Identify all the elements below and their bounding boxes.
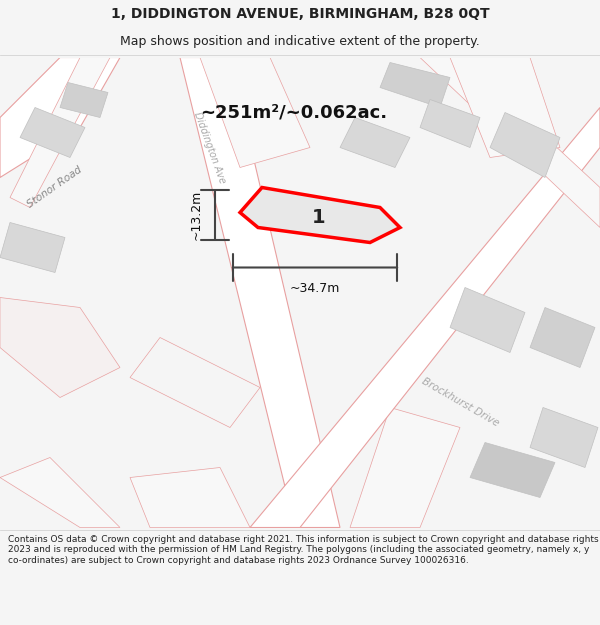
Polygon shape bbox=[0, 458, 120, 528]
Polygon shape bbox=[130, 338, 260, 428]
Polygon shape bbox=[0, 58, 120, 178]
Polygon shape bbox=[20, 107, 85, 158]
Text: Contains OS data © Crown copyright and database right 2021. This information is : Contains OS data © Crown copyright and d… bbox=[8, 535, 598, 564]
Text: ~251m²/~0.062ac.: ~251m²/~0.062ac. bbox=[200, 104, 387, 121]
Polygon shape bbox=[130, 468, 250, 528]
Polygon shape bbox=[530, 408, 598, 468]
Polygon shape bbox=[450, 288, 525, 352]
Polygon shape bbox=[200, 58, 310, 168]
Polygon shape bbox=[340, 118, 410, 168]
Polygon shape bbox=[420, 99, 480, 148]
Text: Diddington Ave: Diddington Ave bbox=[193, 111, 227, 184]
Text: 1, DIDDINGTON AVENUE, BIRMINGHAM, B28 0QT: 1, DIDDINGTON AVENUE, BIRMINGHAM, B28 0Q… bbox=[110, 7, 490, 21]
Text: Brockhurst Drive: Brockhurst Drive bbox=[419, 376, 500, 429]
Polygon shape bbox=[60, 82, 108, 118]
Polygon shape bbox=[180, 58, 340, 528]
Polygon shape bbox=[450, 58, 560, 158]
Polygon shape bbox=[380, 62, 450, 107]
Polygon shape bbox=[10, 58, 110, 208]
Text: 1: 1 bbox=[311, 208, 325, 227]
Text: ~13.2m: ~13.2m bbox=[190, 190, 203, 240]
Text: ~34.7m: ~34.7m bbox=[290, 282, 340, 296]
Text: Stonor Road: Stonor Road bbox=[26, 165, 84, 210]
Polygon shape bbox=[420, 58, 600, 228]
Polygon shape bbox=[0, 298, 120, 398]
Polygon shape bbox=[470, 442, 555, 498]
Polygon shape bbox=[530, 308, 595, 368]
Polygon shape bbox=[0, 222, 65, 272]
Text: Map shows position and indicative extent of the property.: Map shows position and indicative extent… bbox=[120, 35, 480, 48]
Polygon shape bbox=[490, 112, 560, 178]
Polygon shape bbox=[240, 188, 400, 242]
Polygon shape bbox=[250, 107, 600, 527]
Polygon shape bbox=[350, 408, 460, 528]
